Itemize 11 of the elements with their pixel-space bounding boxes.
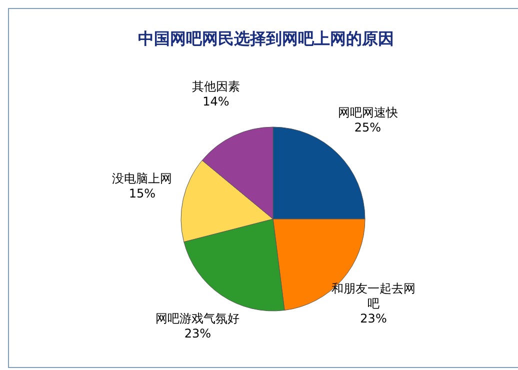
slice-label: 没电脑上网	[112, 171, 172, 186]
slice-label: 和朋友一起去网吧	[332, 282, 416, 311]
data-label: 23%	[184, 326, 212, 340]
data-label: 15%	[128, 186, 156, 200]
chart-title: 中国网吧网民选择到网吧上网的原因	[137, 29, 395, 50]
slice-label: 网吧游戏气氛好	[156, 311, 240, 326]
data-label: 25%	[354, 120, 382, 135]
slice-label: 其他因素	[192, 79, 240, 94]
data-label: 14%	[202, 94, 230, 108]
data-label: 23%	[360, 312, 387, 326]
slice-label: 网吧网速快	[338, 106, 398, 120]
